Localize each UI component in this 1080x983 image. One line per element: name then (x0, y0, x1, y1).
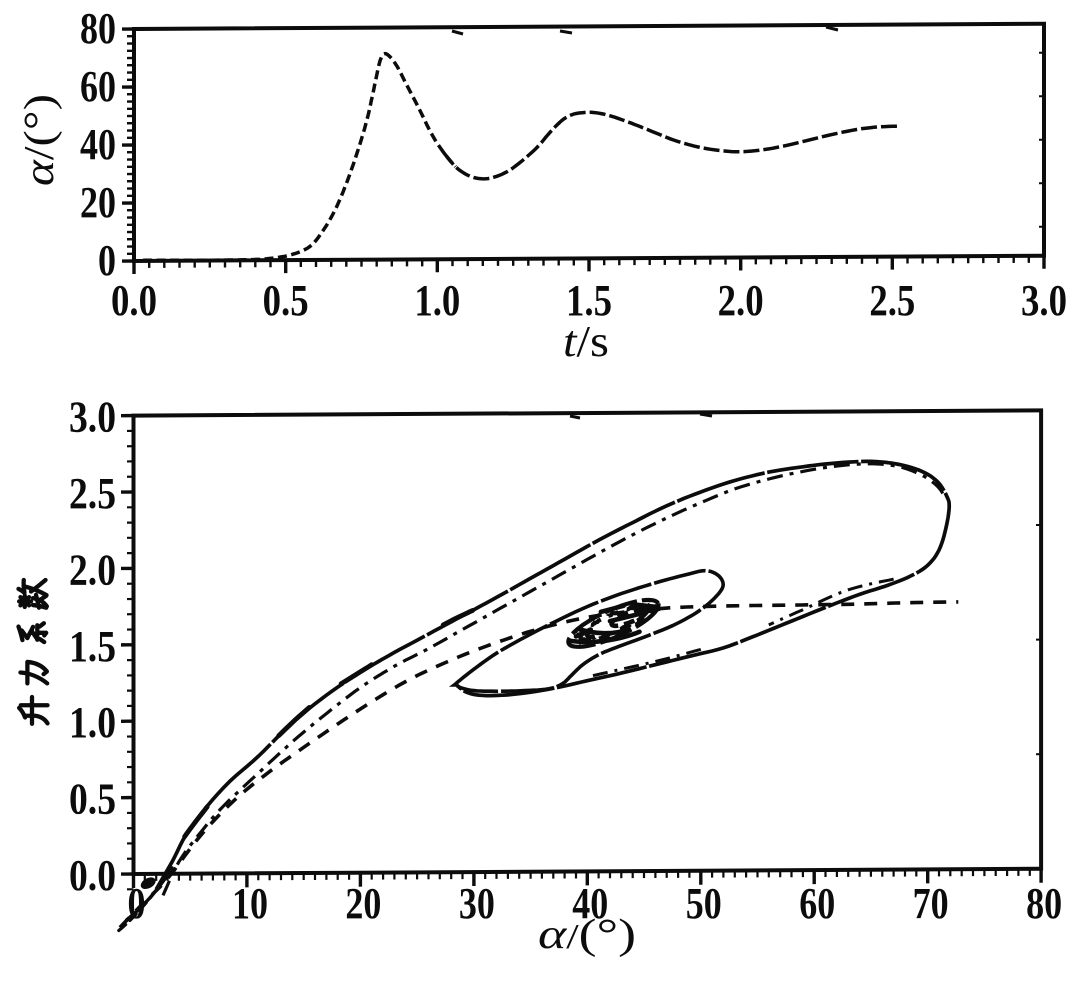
svg-text:80: 80 (80, 4, 116, 53)
svg-text:10: 10 (232, 879, 268, 928)
svg-text:0.0: 0.0 (111, 276, 157, 325)
svg-text:0: 0 (128, 879, 146, 928)
svg-text:20: 20 (80, 178, 116, 227)
svg-text:3.0: 3.0 (1021, 276, 1067, 325)
svg-text:30: 30 (459, 879, 495, 928)
svg-text:70: 70 (913, 879, 949, 928)
svg-text:2.5: 2.5 (869, 276, 915, 325)
svg-text:20: 20 (345, 879, 381, 928)
svg-text:3.0: 3.0 (69, 393, 116, 442)
svg-text:t/s: t/s (563, 317, 609, 366)
svg-text:80: 80 (1026, 879, 1062, 928)
svg-text:0.5: 0.5 (69, 775, 116, 824)
svg-text:2.0: 2.0 (718, 276, 764, 325)
svg-text:60: 60 (799, 879, 835, 928)
svg-text:1.0: 1.0 (69, 698, 116, 747)
svg-text:2.5: 2.5 (69, 469, 116, 518)
svg-text:2.0: 2.0 (69, 545, 116, 594)
svg-text:0.5: 0.5 (263, 276, 309, 325)
svg-text:1.5: 1.5 (69, 622, 116, 671)
svg-text:0.0: 0.0 (69, 851, 116, 900)
svg-text:α/(°): α/(°) (538, 912, 636, 958)
svg-text:40: 40 (80, 120, 116, 169)
svg-text:α/(°): α/(°) (17, 94, 63, 186)
svg-text:1.0: 1.0 (414, 276, 460, 325)
svg-text:60: 60 (80, 62, 116, 111)
svg-text:50: 50 (686, 879, 722, 928)
